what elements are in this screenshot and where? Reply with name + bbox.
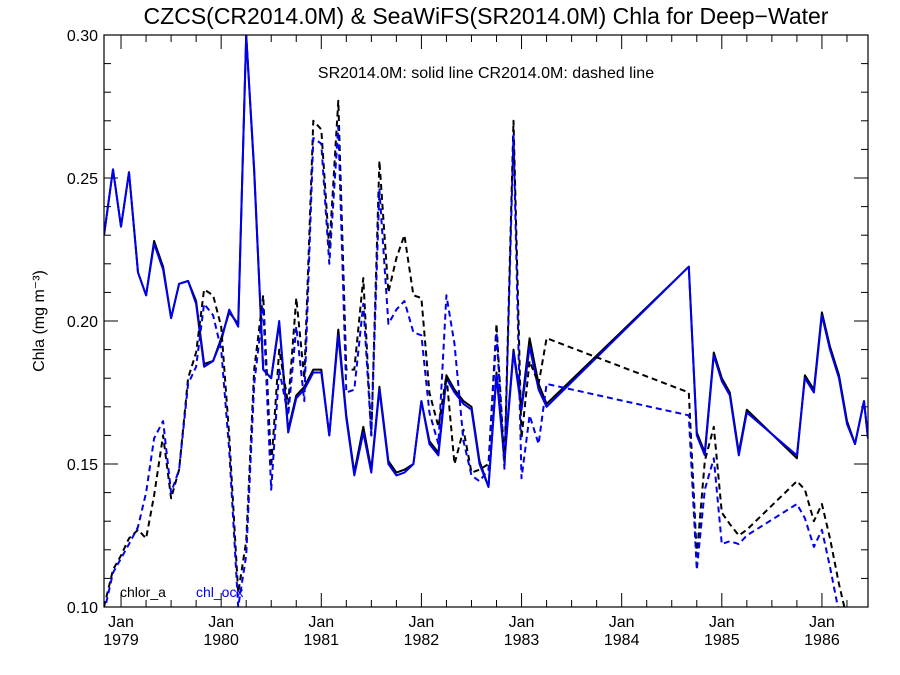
line-style-note: SR2014.0M: solid line CR2014.0M: dashed … (318, 65, 654, 82)
x-tick-label-year: 1981 (303, 632, 339, 649)
x-tick-label-year: 1980 (203, 632, 239, 649)
x-tick-label-month: Jan (709, 614, 735, 631)
x-tick-label-year: 1982 (404, 632, 440, 649)
axis-ticks (104, 34, 868, 608)
legend-label: chl_ocx (196, 584, 243, 600)
y-tick-label: 0.10 (67, 600, 98, 617)
series-lines (104, 35, 868, 607)
legend: chlor_a chl_ocx (120, 584, 243, 600)
legend-label: chlor_a (120, 584, 166, 600)
y-tick-label: 0.30 (67, 28, 98, 45)
y-tick-labels: 0.10 0.15 0.20 0.25 0.30 (67, 28, 98, 617)
x-tick-label-month: Jan (509, 614, 535, 631)
y-tick-label: 0.15 (67, 457, 98, 474)
x-tick-label-month: Jan (809, 614, 835, 631)
x-tick-label-year: 1979 (103, 632, 139, 649)
x-tick-labels: Jan1979Jan1980Jan1981Jan1982Jan1983Jan19… (103, 614, 840, 649)
x-tick-label-year: 1983 (504, 632, 540, 649)
series-line-2 (104, 99, 846, 607)
series-line-1 (104, 35, 868, 488)
x-tick-label-month: Jan (108, 614, 134, 631)
x-tick-label-year: 1984 (604, 632, 640, 649)
x-tick-label-month: Jan (609, 614, 635, 631)
x-tick-label-year: 1986 (804, 632, 840, 649)
y-tick-label: 0.25 (67, 171, 98, 188)
x-tick-label-year: 1985 (704, 632, 740, 649)
chart-title: CZCS(CR2014.0M) & SeaWiFS(SR2014.0M) Chl… (144, 3, 829, 29)
y-axis-label: Chla (mg m⁻³) (31, 270, 48, 372)
x-tick-label-month: Jan (308, 614, 334, 631)
x-tick-label-month: Jan (208, 614, 234, 631)
x-tick-label-month: Jan (409, 614, 435, 631)
plot-frame (103, 34, 869, 608)
series-line-3 (104, 125, 839, 607)
y-tick-label: 0.20 (67, 314, 98, 331)
